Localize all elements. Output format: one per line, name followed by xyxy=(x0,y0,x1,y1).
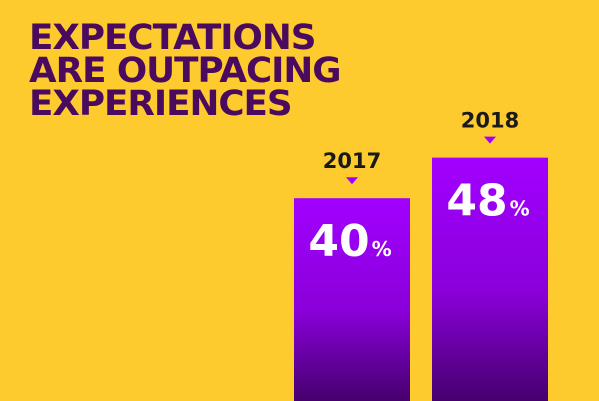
value-number: 40 xyxy=(308,216,369,267)
headline-line-1: EXPECTATIONS xyxy=(29,18,316,58)
bar-2017 xyxy=(294,198,410,401)
year-label-2018: 2018 xyxy=(461,109,519,133)
value-label-2018: 48% xyxy=(446,176,529,227)
value-number: 48 xyxy=(446,176,507,227)
headline: EXPECTATIONS ARE OUTPACING EXPERIENCES xyxy=(29,18,342,124)
headline-line-2: ARE OUTPACING xyxy=(29,51,342,91)
bar-2018 xyxy=(432,157,548,401)
year-label-2017: 2017 xyxy=(323,149,381,173)
headline-line-3: EXPERIENCES xyxy=(29,84,293,124)
marker-2017 xyxy=(346,177,358,185)
value-label-2017: 40% xyxy=(308,216,391,267)
value-unit: % xyxy=(510,197,530,221)
value-unit: % xyxy=(372,237,392,261)
marker-2018 xyxy=(484,136,496,144)
